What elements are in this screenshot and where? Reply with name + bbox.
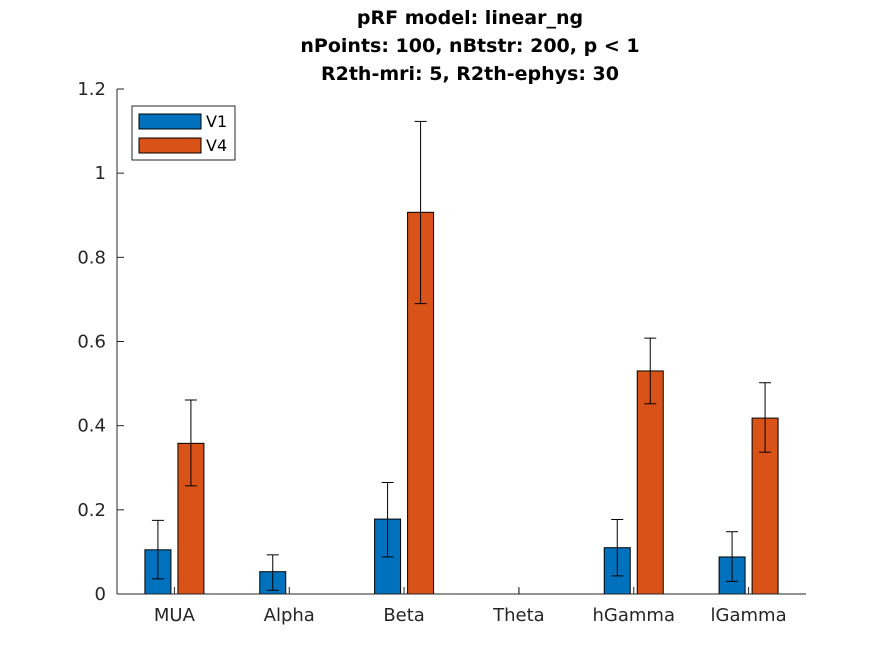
bar-v4-hgamma (636, 370, 664, 595)
error-bar-v1-hgamma (611, 519, 624, 577)
x-tick-label: Theta (492, 605, 545, 626)
y-tick-label: 0.8 (77, 247, 106, 268)
x-tick-label: lGamma (711, 605, 787, 626)
chart-title-line-2: nPoints: 100, nBtstr: 200, p < 1 (300, 35, 639, 57)
y-tick-label: 1 (95, 163, 106, 184)
error-bar-v1-mua (151, 519, 164, 580)
legend-label-v1: V1 (206, 112, 227, 131)
error-bar-v4-hgamma (644, 337, 657, 405)
plot-area (144, 120, 779, 595)
error-bar-v1-alpha (266, 554, 279, 591)
legend-label-v4: V4 (206, 136, 227, 155)
legend-swatch-v1 (138, 113, 202, 130)
x-tick-label: MUA (154, 605, 196, 626)
x-tick-label: Beta (383, 605, 425, 626)
y-tick-label: 1.2 (77, 79, 106, 100)
x-tick-label: Alpha (264, 605, 315, 626)
error-bar-v1-beta (381, 481, 394, 558)
x-tick-label: hGamma (593, 605, 676, 626)
legend-swatch-v4 (138, 137, 202, 154)
axes: 0 0.2 0.4 0.6 0.8 1 1.2 MUA Alpha Beta Theta hGamma… (77, 79, 806, 626)
y-tick-label: 0 (95, 584, 106, 605)
chart-title-line-3: R2th-mri: 5, R2th-ephys: 30 (321, 63, 619, 85)
chart-title-line-1: pRF model: linear_ng (357, 7, 583, 29)
error-bar-v4-mua (184, 399, 197, 487)
y-tick-label: 0.6 (77, 332, 106, 353)
y-tick-label: 0.2 (77, 500, 106, 521)
y-tick-label: 0.4 (77, 416, 106, 437)
error-bar-v1-lgamma (726, 531, 739, 582)
chart-title: pRF model: linear_ng nPoints: 100, nBtst… (300, 7, 639, 85)
error-bar-v4-beta (414, 120, 427, 305)
error-bar-v4-lgamma (759, 382, 772, 453)
